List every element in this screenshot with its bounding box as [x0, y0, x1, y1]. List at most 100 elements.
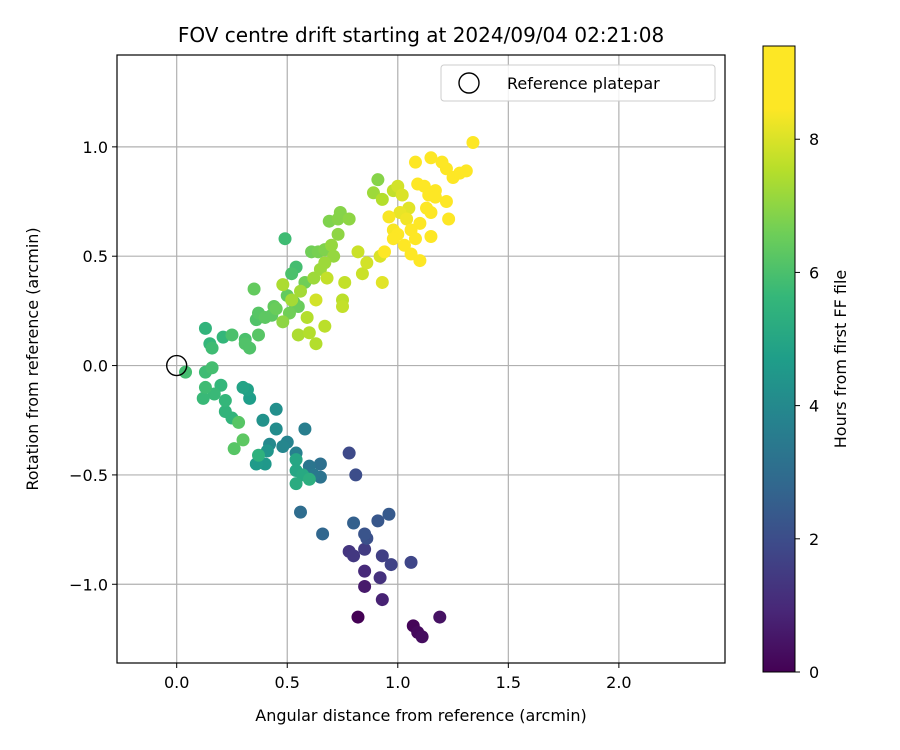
data-point: [382, 210, 396, 224]
data-point: [415, 630, 429, 644]
y-axis-ticks: −1.0 −0.5 0.0 0.5 1.0: [69, 138, 117, 594]
data-point: [316, 527, 330, 541]
x-tick-label: 0.0: [164, 673, 189, 692]
data-point: [276, 278, 290, 292]
legend-label-reference: Reference platepar: [507, 74, 660, 93]
plot-frame: [116, 54, 726, 664]
data-point: [218, 394, 232, 408]
data-point: [294, 284, 308, 298]
data-point: [232, 415, 246, 429]
colorbar-ticks: 0 2 4 6 8: [795, 130, 819, 682]
data-point: [278, 232, 292, 246]
data-point: [386, 232, 400, 246]
data-point: [269, 422, 283, 436]
data-point: [256, 413, 270, 427]
y-tick-label: 0.5: [83, 247, 108, 266]
data-point: [320, 271, 334, 285]
legend: Reference platepar: [440, 64, 716, 102]
data-point: [291, 328, 305, 342]
data-point: [435, 155, 449, 169]
data-point: [251, 328, 265, 342]
data-point: [413, 254, 427, 268]
data-point: [342, 212, 356, 226]
data-point: [196, 391, 210, 405]
data-point: [375, 192, 389, 206]
colorbar-tick-label: 0: [809, 663, 819, 682]
data-point: [331, 227, 345, 241]
data-point: [351, 245, 365, 259]
data-point: [309, 337, 323, 351]
reference-marker-layer: [165, 354, 188, 377]
data-point: [289, 477, 303, 491]
data-point: [358, 542, 372, 556]
data-point: [338, 275, 352, 289]
data-point: [269, 302, 283, 316]
data-point: [236, 433, 250, 447]
data-point: [307, 271, 321, 285]
data-point: [375, 549, 389, 563]
data-point: [347, 516, 361, 530]
data-point: [439, 195, 453, 209]
reference-platepar-marker: [165, 354, 188, 377]
data-point: [355, 267, 369, 281]
y-tick-label: −0.5: [69, 466, 108, 485]
data-point: [400, 212, 414, 226]
data-point: [358, 579, 372, 593]
data-point: [227, 442, 241, 456]
data-point: [333, 205, 347, 219]
x-tick-label: 0.5: [275, 673, 300, 692]
data-point: [466, 135, 480, 149]
data-point: [324, 238, 338, 252]
colorbar: 0 2 4 6 8 Hours from first FF file: [762, 45, 850, 682]
data-point: [276, 439, 290, 453]
data-point: [179, 365, 193, 379]
data-point: [276, 315, 290, 329]
data-point: [382, 507, 396, 521]
data-point: [404, 247, 418, 261]
y-tick-label: 0.0: [83, 357, 108, 376]
data-point: [459, 164, 473, 178]
colorbar-tick-label: 2: [809, 530, 819, 549]
colorbar-gradient: [762, 45, 796, 673]
x-tick-label: 1.0: [385, 673, 410, 692]
data-point: [225, 328, 239, 342]
data-point: [309, 293, 323, 307]
data-point: [327, 249, 341, 263]
y-tick-label: −1.0: [69, 575, 108, 594]
data-point: [366, 186, 380, 200]
colorbar-tick-label: 4: [809, 397, 819, 416]
legend-marker-reference: [458, 72, 480, 94]
data-point: [373, 571, 387, 585]
data-point: [336, 300, 350, 314]
data-point: [342, 446, 356, 460]
data-point: [375, 275, 389, 289]
y-tick-label: 1.0: [83, 138, 108, 157]
data-point: [198, 380, 212, 394]
data-point: [433, 610, 447, 624]
data-point: [298, 422, 312, 436]
data-point: [424, 151, 438, 165]
data-point: [375, 593, 389, 607]
data-point: [351, 610, 365, 624]
data-point: [408, 155, 422, 169]
data-point: [442, 212, 456, 226]
data-point: [205, 341, 219, 355]
y-axis-label: Rotation from reference (arcmin): [23, 227, 42, 490]
data-point: [302, 326, 316, 340]
chart-title: FOV centre drift starting at 2024/09/04 …: [178, 23, 664, 47]
data-point: [247, 282, 261, 296]
data-point: [207, 387, 221, 401]
data-point: [371, 514, 385, 528]
data-point: [313, 457, 327, 471]
data-point: [347, 549, 361, 563]
data-point: [378, 245, 392, 259]
data-points: [179, 135, 480, 644]
data-point: [404, 555, 418, 569]
colorbar-tick-label: 8: [809, 130, 819, 149]
data-point: [205, 361, 219, 375]
data-point: [294, 505, 308, 519]
data-point: [395, 188, 409, 202]
x-axis-ticks: 0.0 0.5 1.0 1.5 2.0: [164, 663, 632, 692]
gridlines: [117, 55, 725, 663]
